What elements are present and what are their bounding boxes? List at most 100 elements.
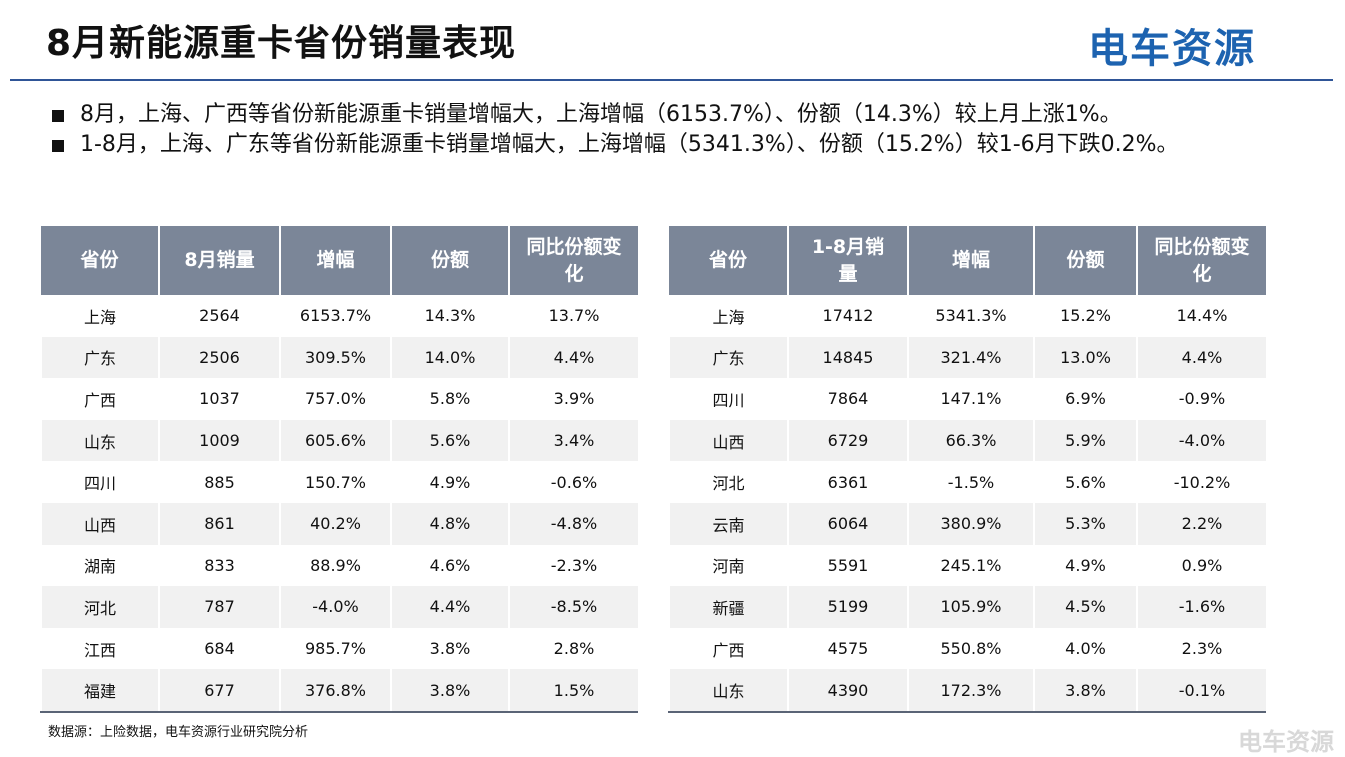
table-row: 上海 17412 5341.3% 15.2% 14.4%: [668, 295, 1266, 337]
column-header: 增幅: [279, 226, 391, 295]
table-cell: 4.5%: [1033, 586, 1137, 628]
table-cell: 14845: [787, 336, 908, 379]
table-row: 云南 6064 380.9% 5.3% 2.2%: [668, 502, 1266, 545]
table-cell: 5.3%: [1033, 502, 1137, 545]
table-cell: 3.8%: [390, 669, 509, 713]
table-cell: 广东: [40, 336, 159, 379]
table-cell: 四川: [40, 461, 159, 503]
table-cell: 321.4%: [907, 336, 1034, 379]
table-cell: 2.2%: [1136, 502, 1266, 545]
table-row: 广东 14845 321.4% 13.0% 4.4%: [668, 336, 1266, 379]
table-cell: 3.4%: [508, 419, 638, 462]
table-cell: 684: [158, 627, 280, 670]
table-head: 省份 8月销量 增幅 份额 同比份额变化: [41, 226, 638, 295]
table-cell: 757.0%: [279, 378, 391, 420]
column-header: 同比份额变化: [1136, 226, 1266, 295]
table-cell: 5591: [787, 544, 908, 587]
table-row: 山西 861 40.2% 4.8% -4.8%: [40, 502, 638, 545]
table-row: 河南 5591 245.1% 4.9% 0.9%: [668, 544, 1266, 587]
table-cell: -4.0%: [279, 586, 391, 628]
table-cell: 4390: [787, 669, 908, 713]
table-cell: 5.9%: [1033, 419, 1137, 462]
table-cell: 山西: [668, 419, 788, 462]
table-body: 上海 17412 5341.3% 15.2% 14.4% 广东 14845 321.4% 13.…: [668, 295, 1266, 713]
table-cell: 福建: [40, 669, 159, 713]
table-head: 省份 1-8月销量 增幅 份额 同比份额变化: [669, 226, 1266, 295]
table-cell: 15.2%: [1033, 295, 1137, 337]
data-table: 省份 8月销量 增幅 份额 同比份额变化 上海 2564 6153.7% 14.3% 13.7% 广…: [40, 226, 638, 713]
table-cell: 6361: [787, 461, 908, 503]
table-row: 河北 6361 -1.5% 5.6% -10.2%: [668, 461, 1266, 503]
table-cell: 6153.7%: [279, 295, 391, 337]
table-cell: 4.4%: [508, 336, 638, 379]
table-row: 广西 1037 757.0% 5.8% 3.9%: [40, 378, 638, 420]
table-cell: 833: [158, 544, 280, 587]
table-cell: 1.5%: [508, 669, 638, 713]
table-cell: 376.8%: [279, 669, 391, 713]
table-cell: 新疆: [668, 586, 788, 628]
table-row: 山西 6729 66.3% 5.9% -4.0%: [668, 419, 1266, 462]
table-cell: 6.9%: [1033, 378, 1137, 420]
table-cell: 380.9%: [907, 502, 1034, 545]
table-cell: 0.9%: [1136, 544, 1266, 587]
table-cell: 88.9%: [279, 544, 391, 587]
table-cell: 14.0%: [390, 336, 509, 379]
watermark: 电车资源: [1238, 728, 1334, 756]
bullet-list: 8月，上海、广西等省份新能源重卡销量增幅大，上海增幅（6153.7%）、份额（1…: [50, 100, 1260, 160]
table-cell: 4.6%: [390, 544, 509, 587]
table-cell: 山西: [40, 502, 159, 545]
table-cell: 787: [158, 586, 280, 628]
table-cell: 4.4%: [390, 586, 509, 628]
table-cell: -0.9%: [1136, 378, 1266, 420]
table-cell: 5.6%: [1033, 461, 1137, 503]
table-cell: 147.1%: [907, 378, 1034, 420]
table-body: 上海 2564 6153.7% 14.3% 13.7% 广东 2506 309.5% 14.0%…: [40, 295, 638, 713]
table-cell: 861: [158, 502, 280, 545]
table-cell: 309.5%: [279, 336, 391, 379]
header-row: 省份 8月销量 增幅 份额 同比份额变化: [41, 226, 638, 295]
table-cell: 13.7%: [508, 295, 638, 337]
table-cell: 13.0%: [1033, 336, 1137, 379]
table-cell: 6729: [787, 419, 908, 462]
table-cell: 5.8%: [390, 378, 509, 420]
table-cell: 5.6%: [390, 419, 509, 462]
title: 8月新能源重卡省份销量表现: [46, 23, 517, 64]
table-cell: 2.3%: [1136, 627, 1266, 670]
table-cell: 677: [158, 669, 280, 713]
table-cell: -0.1%: [1136, 669, 1266, 713]
table-cell: 172.3%: [907, 669, 1034, 713]
table-cell: 605.6%: [279, 419, 391, 462]
column-header: 份额: [390, 226, 509, 295]
table-cell: -0.6%: [508, 461, 638, 503]
table-row: 江西 684 985.7% 3.8% 2.8%: [40, 627, 638, 670]
table-row: 四川 7864 147.1% 6.9% -0.9%: [668, 378, 1266, 420]
table-cell: 广西: [668, 627, 788, 670]
table-row: 广西 4575 550.8% 4.0% 2.3%: [668, 627, 1266, 670]
table-cell: -4.8%: [508, 502, 638, 545]
column-header: 省份: [669, 226, 788, 295]
table-cell: 1009: [158, 419, 280, 462]
table-cell: 4.4%: [1136, 336, 1266, 379]
table-row: 新疆 5199 105.9% 4.5% -1.6%: [668, 586, 1266, 628]
table-row: 河北 787 -4.0% 4.4% -8.5%: [40, 586, 638, 628]
table-cell: 6064: [787, 502, 908, 545]
column-header: 省份: [41, 226, 159, 295]
table-cell: 17412: [787, 295, 908, 337]
table-cell: 河南: [668, 544, 788, 587]
table-cell: 广西: [40, 378, 159, 420]
column-header: 增幅: [907, 226, 1034, 295]
data-table: 省份 1-8月销量 增幅 份额 同比份额变化 上海 17412 5341.3% 15.2% 14.…: [668, 226, 1266, 713]
table-row: 福建 677 376.8% 3.8% 1.5%: [40, 669, 638, 713]
table-cell: -1.6%: [1136, 586, 1266, 628]
column-header: 1-8月销量: [787, 226, 908, 295]
table-cell: 1037: [158, 378, 280, 420]
table-cell: 4.9%: [1033, 544, 1137, 587]
table-cell: 四川: [668, 378, 788, 420]
table-cell: 4575: [787, 627, 908, 670]
source-note: 数据源：上险数据，电车资源行业研究院分析: [48, 725, 309, 740]
table-row: 湖南 833 88.9% 4.6% -2.3%: [40, 544, 638, 587]
logo: 电车资源: [1088, 26, 1256, 72]
table-cell: 66.3%: [907, 419, 1034, 462]
table-cell: 885: [158, 461, 280, 503]
